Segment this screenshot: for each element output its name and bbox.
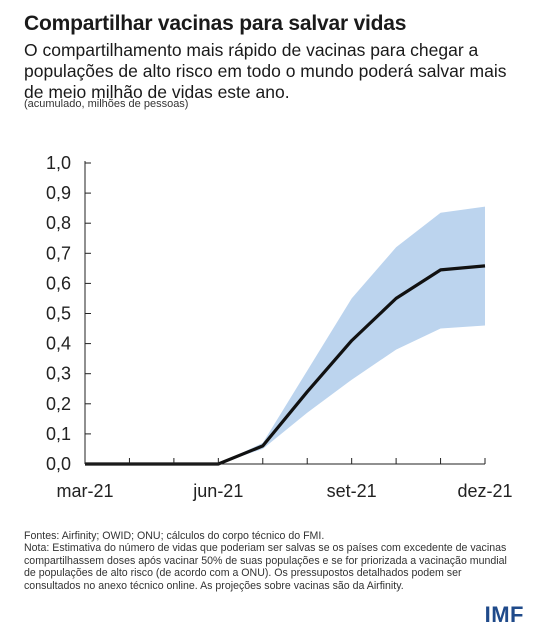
y-tick-label: 0,0 — [46, 454, 71, 474]
y-tick-label: 1,0 — [46, 153, 71, 173]
x-tick-label: mar-21 — [56, 481, 113, 501]
y-tick-label: 0,6 — [46, 273, 71, 293]
y-tick-label: 0,4 — [46, 334, 71, 354]
imf-logo: IMF — [484, 602, 524, 627]
unit-note: (acumulado, milhões de pessoas) — [24, 98, 189, 110]
y-tick-label: 0,3 — [46, 364, 71, 384]
x-tick-label: set-21 — [327, 481, 377, 501]
uncertainty-band — [85, 206, 485, 464]
source-note: Fontes: Airfinity; OWID; ONU; cálculos d… — [24, 530, 325, 542]
chart-subtitle: O compartilhamento mais rápido de vacina… — [24, 40, 507, 102]
chart-title: Compartilhar vacinas para salvar vidas — [24, 12, 407, 35]
chart-footer: Fontes: Airfinity; OWID; ONU; cálculos d… — [24, 530, 514, 592]
methodology-note: Nota: Estimativa do número de vidas que … — [24, 542, 507, 592]
y-tick-label: 0,7 — [46, 243, 71, 263]
y-tick-label: 0,1 — [46, 424, 71, 444]
y-tick-label: 0,5 — [46, 304, 71, 324]
x-tick-label: jun-21 — [192, 481, 243, 501]
y-tick-label: 0,9 — [46, 183, 71, 203]
y-tick-label: 0,2 — [46, 394, 71, 414]
line-chart: 0,0 0,1 0,2 0,3 0,4 0,5 0,6 0,7 0,8 0,9 1,0 mar-21 j… — [46, 153, 513, 501]
x-tick-label: dez-21 — [457, 481, 512, 501]
y-tick-label: 0,8 — [46, 213, 71, 233]
